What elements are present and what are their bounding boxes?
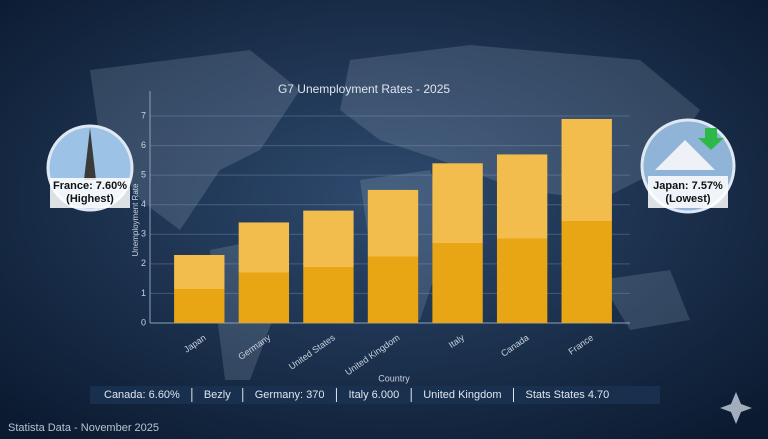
france-badge xyxy=(46,124,134,212)
bar xyxy=(496,154,548,323)
annotation: Japan: 7.57% xyxy=(653,180,723,192)
ticker-item: Germany: 370 xyxy=(255,389,325,401)
annotation: France: 7.60% xyxy=(53,180,127,192)
y-axis-label: Unemployment Rate xyxy=(131,183,140,256)
y-tick-label: 4 xyxy=(141,199,146,209)
y-tick-label: 6 xyxy=(141,140,146,150)
ticker-item: United Kingdom xyxy=(423,389,501,401)
ticker-item: Stats States 4.70 xyxy=(526,389,610,401)
x-axis-label: Country xyxy=(378,373,410,383)
y-tick-label: 2 xyxy=(141,258,146,268)
y-tick-label: 5 xyxy=(141,170,146,180)
annotation: (Lowest) xyxy=(665,193,711,205)
ticker-item: Italy 6.000 xyxy=(348,389,399,401)
bar xyxy=(432,163,483,323)
ticker-bar xyxy=(90,386,660,404)
bar xyxy=(367,189,419,323)
chart-title: G7 Unemployment Rates - 2025 xyxy=(278,82,450,96)
sparkle-icon xyxy=(720,392,752,424)
y-tick-label: 0 xyxy=(141,317,146,327)
bar xyxy=(174,254,225,323)
footer: Statista Data - November 2025 xyxy=(8,422,159,434)
ticker-item: Bezly xyxy=(204,389,231,401)
y-tick-label: 3 xyxy=(141,229,146,239)
bar xyxy=(238,222,290,323)
japan-badge xyxy=(640,118,736,214)
bar xyxy=(303,210,354,323)
y-tick-label: 7 xyxy=(141,110,146,120)
bar xyxy=(561,118,612,323)
annotation: (Highest) xyxy=(66,193,114,205)
ticker-item: Canada: 6.60% xyxy=(104,389,180,401)
y-tick-label: 1 xyxy=(141,288,146,298)
